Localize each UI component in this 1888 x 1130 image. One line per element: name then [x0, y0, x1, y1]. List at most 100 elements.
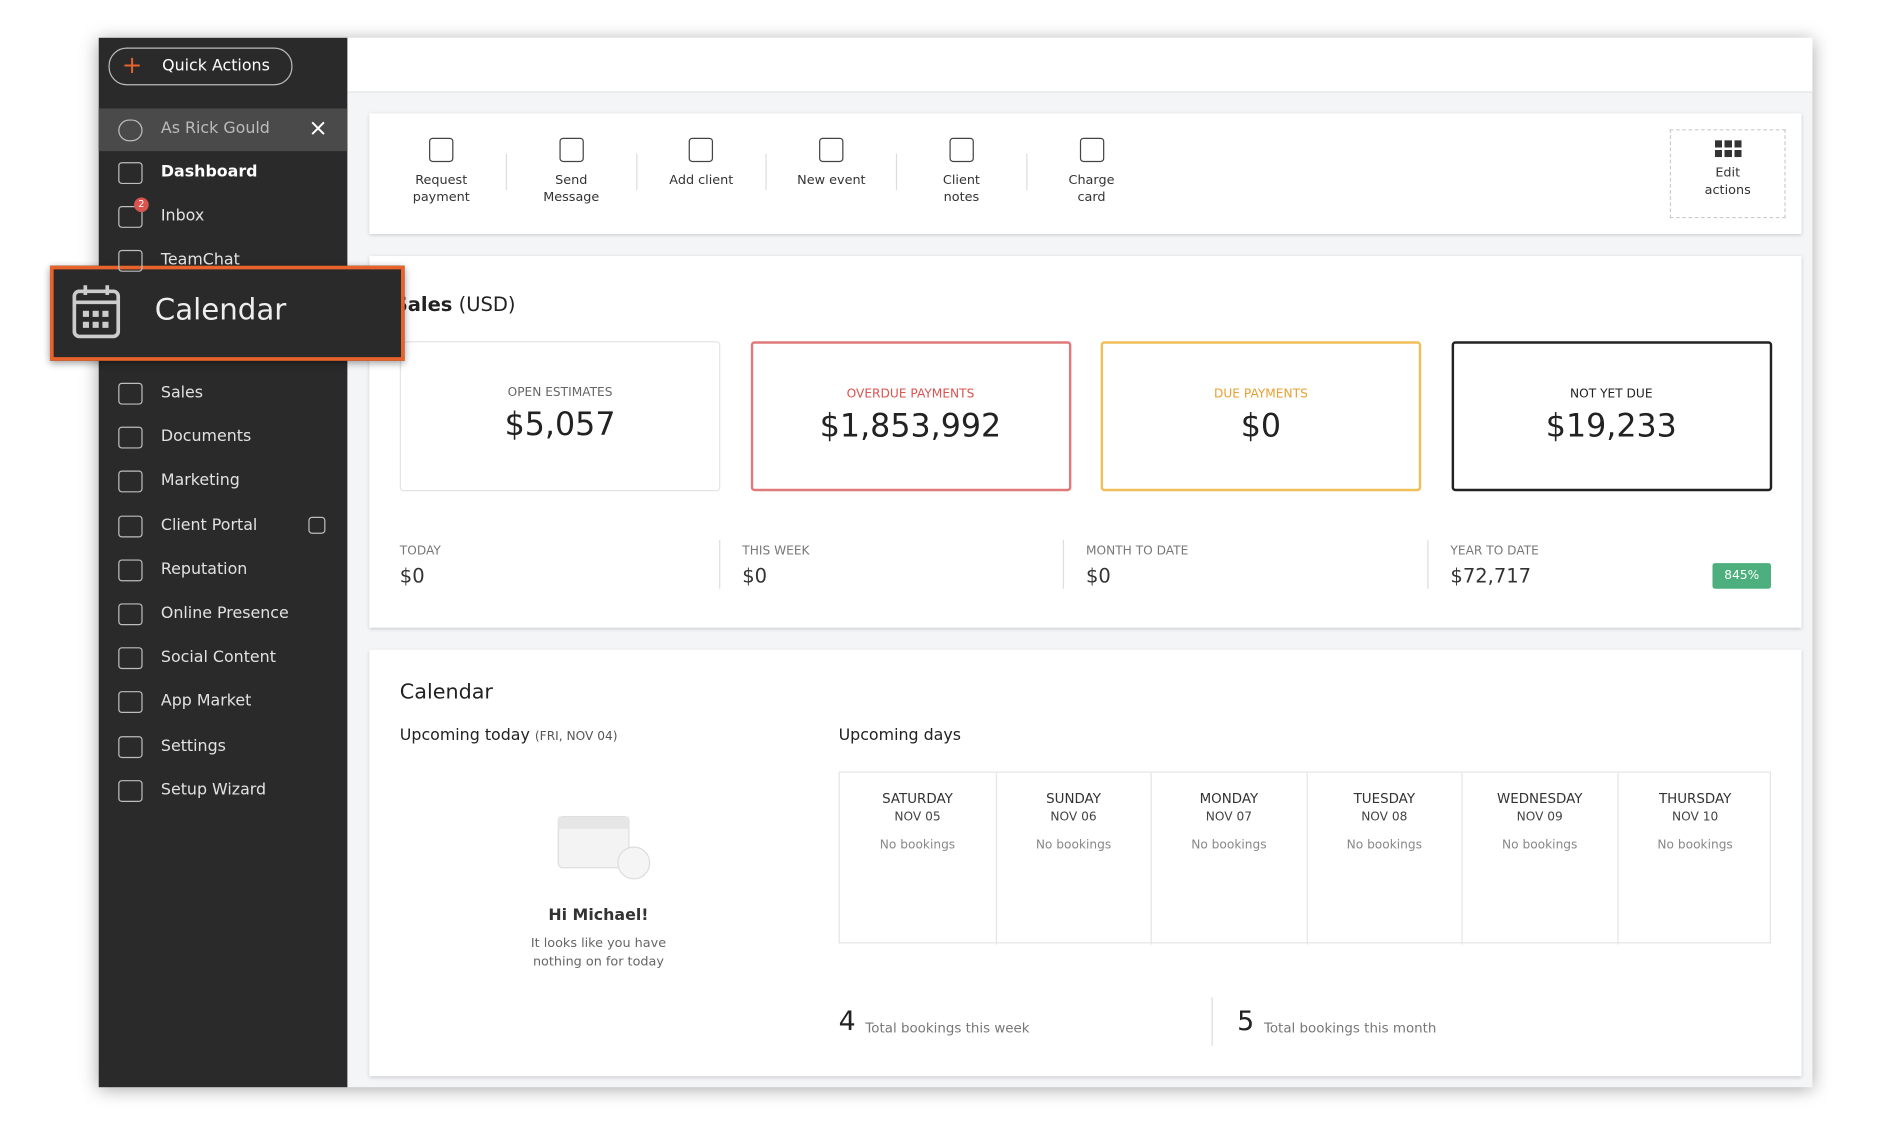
day-column: TUESDAY NOV 08 No bookings	[1305, 772, 1461, 945]
nav-badge: 2	[134, 197, 149, 213]
icon-dots	[82, 310, 109, 328]
nav-item[interactable]: Sales	[99, 379, 348, 408]
nav-icon	[118, 779, 143, 802]
nav-label: Documents	[160, 428, 252, 447]
upcoming-today-date: (FRI, NOV 04)	[534, 730, 618, 744]
nav-icon	[118, 559, 143, 582]
user-row[interactable]: As Rick Gould ×	[98, 108, 348, 152]
quick-action[interactable]: Request payment	[380, 137, 502, 206]
nav-icon	[118, 250, 143, 273]
day-name: SATURDAY	[882, 791, 953, 807]
nav-label: App Market	[160, 692, 252, 712]
upcoming-days-title: Upcoming days	[838, 726, 962, 745]
action-icon	[689, 137, 714, 163]
nav-label: Inbox	[160, 207, 205, 226]
nav-label: Sales	[160, 383, 204, 403]
day-status: No bookings	[1191, 838, 1267, 852]
day-column: MONDAY NOV 07 No bookings	[1150, 772, 1306, 945]
nav-label: Online Presence	[160, 604, 289, 623]
total-count: 5	[1237, 1006, 1255, 1038]
nav-icon	[118, 647, 143, 670]
sales-card[interactable]: DUE PAYMENTS $0	[1100, 341, 1422, 492]
quick-action[interactable]: Client notes	[900, 137, 1022, 206]
nav-icon	[118, 382, 143, 405]
illustration-header	[558, 816, 629, 829]
sales-card[interactable]: NOT YET DUE $19,233	[1451, 341, 1772, 492]
nav-icon	[118, 603, 143, 626]
day-date: NOV 07	[1205, 810, 1253, 824]
day-status: No bookings	[1502, 838, 1578, 852]
action-label: Charge card	[1068, 173, 1115, 205]
nav-item[interactable]: TeamChat	[99, 247, 348, 276]
quick-actions-button[interactable]: + Quick Actions	[108, 47, 293, 86]
action-separator	[1026, 153, 1028, 191]
day-date: NOV 06	[1050, 810, 1097, 824]
day-name: SUNDAY	[1046, 791, 1101, 807]
nav-item[interactable]: App Market	[99, 688, 348, 717]
quick-action[interactable]: Charge card	[1031, 137, 1153, 206]
user-name: As Rick Gould	[160, 119, 270, 138]
sales-card[interactable]: OPEN ESTIMATES $5,057	[399, 341, 721, 492]
nav-icon	[118, 515, 143, 538]
growth-badge: 845%	[1712, 563, 1771, 589]
card-value: $5,057	[504, 407, 616, 444]
day-column: THURSDAY NOV 10 No bookings	[1616, 772, 1772, 945]
day-column: SUNDAY NOV 06 No bookings	[995, 772, 1150, 945]
upcoming-today-title: Upcoming today	[399, 726, 530, 745]
nav-label: Social Content	[160, 648, 276, 667]
action-separator	[505, 153, 508, 191]
nav-icon	[118, 735, 143, 758]
action-icon	[559, 137, 584, 163]
upcoming-today: Upcoming today (FRI, NOV 04)	[400, 726, 618, 744]
sales-title: Sales (USD)	[394, 293, 516, 316]
action-icon	[949, 137, 974, 163]
day-status: No bookings	[879, 838, 956, 852]
total-label: Total bookings this week	[865, 1020, 1030, 1037]
day-name: MONDAY	[1199, 791, 1259, 807]
quick-action[interactable]: Add client	[640, 137, 762, 189]
day-name: THURSDAY	[1658, 791, 1732, 807]
action-icon	[819, 137, 844, 163]
nav-item[interactable]: Reputation	[99, 556, 348, 585]
nav-item[interactable]: Documents	[99, 423, 348, 452]
nav-label: TeamChat	[160, 251, 240, 270]
day-date: NOV 05	[894, 810, 941, 824]
sales-unit: (USD)	[458, 292, 516, 316]
greeting: Hi Michael!	[548, 906, 649, 926]
edit-actions[interactable]: Edit actions	[1669, 129, 1786, 219]
action-label: Client notes	[942, 173, 980, 205]
external-link-icon	[308, 516, 326, 534]
card-label: OVERDUE PAYMENTS	[846, 387, 975, 402]
stat-label: MONTH TO DATE	[1085, 544, 1189, 559]
nav-item[interactable]: Client Portal	[99, 511, 348, 540]
nav-item[interactable]: Online Presence	[99, 600, 348, 629]
sales-card[interactable]: OVERDUE PAYMENTS $1,853,992	[750, 341, 1071, 492]
sales-panel: Sales (USD) 845% OPEN ESTIMATES $5,057 OVE…	[369, 255, 1802, 628]
day-date: NOV 10	[1671, 810, 1719, 824]
total-label: Total bookings this month	[1263, 1020, 1437, 1037]
nav-item[interactable]: Dashboard	[99, 158, 348, 187]
callout-calendar-icon	[72, 285, 121, 339]
calendar-title: Calendar	[399, 680, 493, 705]
day-column: WEDNESDAY NOV 09 No bookings	[1461, 772, 1616, 945]
nav-item[interactable]: Social Content	[99, 644, 348, 673]
illustration-clock	[617, 846, 651, 880]
nav-icon	[118, 426, 143, 449]
nav-item[interactable]: Setup Wizard	[99, 776, 348, 805]
nav-item[interactable]: Inbox 2	[99, 197, 348, 232]
action-label: Add client	[669, 173, 734, 188]
quick-action[interactable]: Send Message	[510, 137, 632, 206]
quick-action[interactable]: New event	[770, 137, 892, 189]
nav-item[interactable]: Marketing	[99, 467, 348, 496]
stat-value: $0	[742, 564, 768, 588]
nav-item[interactable]: Settings	[99, 732, 348, 761]
empty-message: It looks like you have nothing on for to…	[530, 936, 667, 969]
icon-frame	[72, 289, 121, 339]
nav-icon	[118, 470, 143, 493]
edit-actions-label: Edit actions	[1704, 165, 1751, 198]
calendar-callout: Calendar	[49, 265, 405, 361]
close-button[interactable]: ×	[308, 114, 328, 142]
stat-label: TODAY	[399, 544, 441, 559]
